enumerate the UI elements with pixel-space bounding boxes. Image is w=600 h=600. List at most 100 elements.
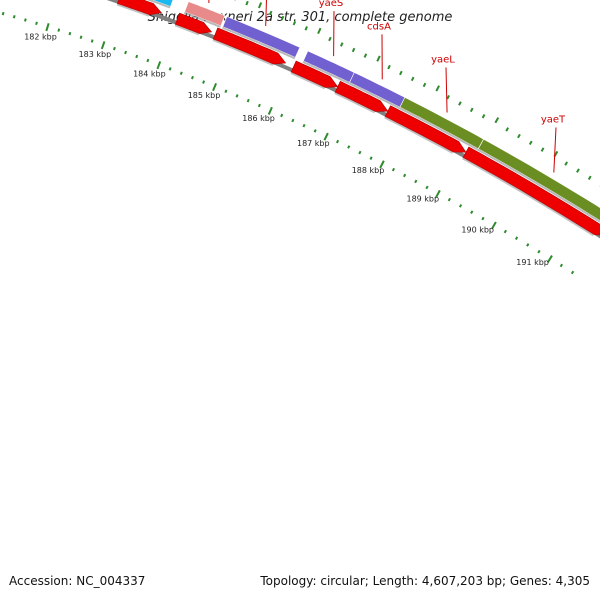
kbp-label: 191 kbp bbox=[516, 258, 549, 267]
genome-info-label: Topology: circular; Length: 4,607,203 bp… bbox=[260, 574, 590, 588]
inner-tick bbox=[179, 71, 183, 75]
inner-tick bbox=[1, 11, 5, 16]
outer-tick bbox=[257, 2, 263, 9]
kbp-label: 187 kbp bbox=[297, 139, 330, 148]
outer-tick bbox=[328, 36, 332, 42]
inner-tick bbox=[369, 156, 373, 160]
kbp-label: 186 kbp bbox=[242, 114, 275, 123]
gene-shadow-pyrH bbox=[146, 0, 171, 9]
gene-label-cdsA: cdsA bbox=[367, 21, 391, 32]
kbp-label: 190 kbp bbox=[461, 225, 494, 234]
map-title: Shigella flexneri 2a str. 301, complete … bbox=[147, 10, 453, 25]
leader-line-yaeT bbox=[553, 127, 557, 173]
leader-line-yaeL bbox=[445, 67, 448, 113]
cds-arrow-shadow bbox=[116, 3, 150, 17]
gene-shadow-frr bbox=[183, 11, 221, 28]
inner-tick bbox=[435, 189, 441, 198]
inner-tick bbox=[57, 28, 61, 32]
inner-tick bbox=[537, 249, 541, 254]
kbp-label: 185 kbp bbox=[188, 91, 221, 100]
outer-tick bbox=[494, 117, 500, 124]
inner-tick bbox=[347, 145, 351, 149]
gene-label-yaeS: yaeS bbox=[319, 0, 344, 9]
inner-tick bbox=[168, 67, 172, 71]
outer-tick bbox=[317, 27, 322, 35]
outer-tick bbox=[339, 42, 344, 47]
outer-tick bbox=[351, 47, 356, 53]
inner-tick bbox=[90, 39, 94, 43]
gene-block-yaeT bbox=[477, 138, 600, 221]
outer-tick bbox=[269, 10, 273, 16]
inner-tick bbox=[156, 61, 162, 70]
cds-arrow-shadow bbox=[174, 24, 200, 36]
inner-tick bbox=[257, 103, 261, 108]
outer-tick bbox=[387, 64, 391, 70]
inner-tick bbox=[358, 150, 362, 155]
outer-tick bbox=[410, 76, 415, 82]
kbp-label: 184 kbp bbox=[133, 70, 166, 79]
gene-label-track: rpsBtsfpyrHfrryaeMyaeScdsAyaeLyaeT bbox=[208, 0, 566, 173]
inner-tick bbox=[135, 54, 139, 59]
gene-shadow-yaeS bbox=[302, 61, 350, 85]
inner-tick bbox=[100, 41, 106, 50]
outer-tick bbox=[292, 20, 297, 26]
outer-tick bbox=[517, 133, 521, 139]
inner-tick bbox=[447, 197, 451, 202]
outer-tick bbox=[564, 161, 569, 166]
outer-tick bbox=[435, 85, 440, 92]
outer-tick bbox=[458, 101, 462, 106]
outer-tick bbox=[245, 0, 249, 6]
outer-tick bbox=[363, 53, 368, 58]
inner-tick bbox=[280, 113, 284, 118]
cds-arrow-track bbox=[116, 0, 600, 237]
cds-arrow bbox=[290, 60, 339, 88]
inner-tick bbox=[313, 129, 317, 133]
kbp-scale-labels: 182 kbp 183 kbp 184 kbp 185 kbp 186 kbp 187 k… bbox=[24, 33, 549, 267]
inner-tick bbox=[526, 243, 530, 247]
leader-line-yaeM bbox=[265, 0, 267, 27]
kbp-label: 182 kbp bbox=[24, 33, 57, 42]
outer-tick bbox=[280, 15, 285, 21]
inner-tick bbox=[224, 89, 228, 93]
inner-tick bbox=[323, 132, 329, 141]
inner-tick bbox=[112, 46, 116, 51]
outer-tick bbox=[469, 107, 474, 113]
gene-shadow-yaeM bbox=[222, 26, 296, 60]
genome-backbone bbox=[106, 0, 600, 239]
outer-tick bbox=[376, 55, 381, 62]
inner-tick bbox=[202, 80, 206, 84]
inner-tick bbox=[335, 139, 340, 144]
outer-tick-track bbox=[234, 0, 600, 187]
outer-tick bbox=[446, 94, 450, 100]
inner-tick bbox=[68, 31, 72, 36]
inner-tick bbox=[425, 185, 429, 190]
gene-label-yaeT: yaeT bbox=[541, 115, 566, 126]
inner-tick bbox=[79, 35, 83, 40]
gene-shadow-cdsA bbox=[348, 82, 400, 109]
inner-tick-track bbox=[1, 11, 575, 275]
inner-tick bbox=[470, 210, 474, 214]
inner-tick bbox=[45, 23, 50, 32]
outer-tick bbox=[587, 175, 592, 181]
outer-tick bbox=[528, 140, 533, 146]
accession-label: Accession: NC_004337 bbox=[9, 574, 146, 588]
gene-feature-track bbox=[146, 0, 600, 223]
outer-tick bbox=[540, 147, 545, 152]
inner-tick bbox=[267, 106, 273, 115]
inner-tick bbox=[481, 216, 485, 221]
cds-arrow-shadow bbox=[212, 39, 274, 66]
cds-arrow bbox=[462, 146, 600, 236]
backbone-line bbox=[106, 0, 600, 239]
inner-tick bbox=[503, 229, 507, 234]
inner-tick bbox=[124, 50, 128, 55]
inner-tick bbox=[212, 82, 217, 92]
inner-tick bbox=[414, 179, 418, 184]
inner-tick bbox=[246, 98, 250, 103]
outer-tick bbox=[481, 114, 486, 119]
cds-arrow-shadow bbox=[384, 116, 453, 154]
inner-tick bbox=[12, 15, 16, 19]
inner-tick bbox=[23, 18, 27, 22]
cds-arrow-shadow bbox=[290, 72, 326, 90]
cds-arrow-shadow bbox=[462, 157, 594, 237]
